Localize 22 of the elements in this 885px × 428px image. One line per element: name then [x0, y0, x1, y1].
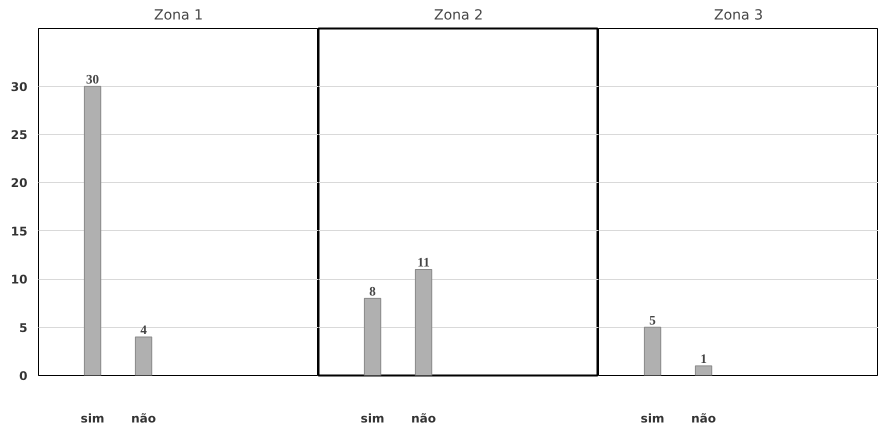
x-tick-label: não	[131, 412, 156, 426]
data-label: 30	[86, 71, 100, 86]
chart-title: Zona 1	[154, 8, 203, 24]
y-tick-label: 10	[10, 272, 28, 287]
x-tick-label: sim	[360, 412, 384, 426]
x-tick-label: sim	[80, 412, 104, 426]
x-tick-label: não	[411, 412, 436, 426]
y-tick-label: 30	[10, 80, 28, 94]
y-tick-label: 15	[10, 224, 28, 238]
x-tick-label: não	[691, 412, 716, 426]
y-tick-label: 20	[10, 176, 28, 190]
chart-title: Zona 2	[434, 8, 483, 24]
y-tick-label: 0	[19, 369, 28, 383]
data-label: 11	[417, 254, 430, 270]
data-label: 8	[369, 283, 376, 298]
data-label: 5	[649, 312, 656, 328]
y-tick-label: 25	[10, 128, 28, 142]
data-label: 4	[140, 322, 148, 337]
data-label: 1	[700, 350, 707, 366]
chart-title: Zona 3	[714, 8, 763, 24]
x-tick-label: sim	[640, 412, 664, 426]
y-tick-label: 5	[19, 320, 28, 335]
